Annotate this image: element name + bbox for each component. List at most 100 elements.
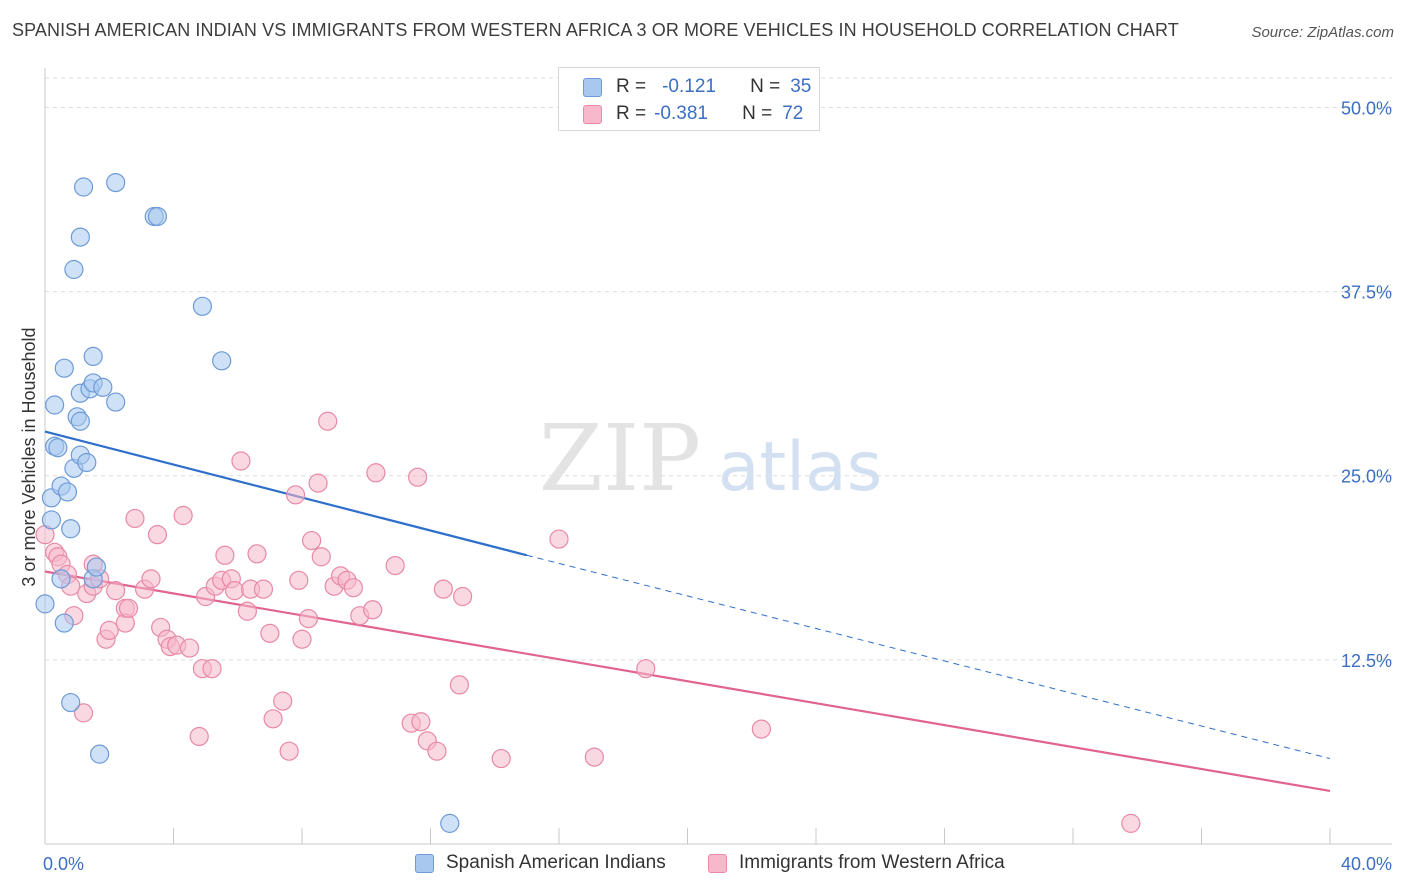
pink-point [260,623,280,643]
pink-point [279,741,299,761]
legend-swatch-blue [415,853,434,873]
blue-point [77,452,97,473]
blue-point [61,519,81,539]
pink-point [491,748,511,769]
pink-point [215,545,235,565]
pink-point [366,463,386,483]
watermark-atlas: atlas [718,428,882,507]
n-value: 72 [782,103,804,124]
pink-point [189,726,209,747]
y-axis-label: 3 or more Vehicles in Household [19,327,39,586]
pink-point [343,578,363,598]
watermark: ZIP atlas [539,405,882,512]
pink-point [311,547,331,567]
blue-point [440,813,460,833]
pink-point [73,703,94,723]
legend-item-spanish-american-indians[interactable]: Spanish American Indians [415,852,666,874]
r-label: R = [616,76,647,97]
tick-labels: 12.5% 25.0% 37.5% 50.0% 0.0% 40.0% [43,98,1392,874]
blue-point [48,438,68,458]
stats-row-pink: R = -0.381 N = 72 [583,101,803,127]
pink-point [298,609,319,629]
blue-point [90,744,110,764]
pink-point [224,581,245,601]
legend-item-immigrants-western-africa[interactable]: Immigrants from Western Africa [708,852,1005,874]
blue-point [70,411,90,431]
pink-point [449,675,470,695]
pink-point [427,741,447,761]
blue-point [54,613,74,633]
pink-point [99,620,119,641]
blue-point [51,569,71,589]
pink-point [247,544,267,564]
pink-point [179,638,200,658]
blue-point [57,482,78,502]
y-tick-label: 12.5% [1341,651,1392,671]
bottom-legend: Spanish American Indians Immigrants from… [0,852,1406,878]
pink-point [289,570,309,590]
x-tick-label: 0.0% [43,854,84,874]
blue-point [73,177,94,197]
n-value: 35 [790,76,812,97]
r-value: -0.381 [654,103,708,124]
blue-point [41,510,62,530]
pink-point [408,467,428,487]
y-tick-label: 50.0% [1341,98,1392,118]
chart-source: Source: ZipAtlas.com [1251,24,1394,41]
data-points [35,172,1141,833]
blue-point [212,351,232,371]
y-tick-label: 25.0% [1341,467,1392,487]
stats-row-blue: R = -0.121 N = 35 [583,74,811,100]
pink-point [308,473,328,493]
pink-point [106,581,126,601]
pink-point [141,569,161,589]
pink-point [292,629,312,649]
watermark-zip: ZIP [539,405,701,512]
pink-point [118,598,139,618]
pink-point [411,712,431,732]
pink-point [453,586,473,607]
blue-point [45,395,65,415]
stats-swatch-pink [583,104,602,124]
y-tick-label: 37.5% [1341,283,1392,303]
pink-point [285,485,306,505]
pink-point [433,579,453,599]
stats-legend: R = -0.121 N = 35 R = -0.381 N = 72 [558,67,820,131]
blue-point [70,227,90,247]
blue-trend-extension [526,554,1331,760]
pink-point [385,555,405,576]
x-tick-label: 40.0% [1341,854,1392,874]
pink-point [318,411,338,431]
blue-trend-line [44,430,528,557]
pink-point [173,505,193,526]
blue-point [147,206,168,227]
trend-lines [44,430,1331,793]
pink-point [751,719,771,739]
pink-point [302,530,322,551]
blue-point [86,557,107,577]
legend-label: Immigrants from Western Africa [739,852,1005,873]
chart-title: SPANISH AMERICAN INDIAN VS IMMIGRANTS FR… [12,20,1179,40]
blue-point [106,172,126,193]
pink-point [147,525,168,545]
blue-point [64,259,84,280]
n-label: N = [750,76,781,97]
legend-swatch-pink [708,853,727,873]
pink-trend-line [44,570,1331,793]
stats-swatch-blue [583,77,602,97]
pink-point [549,529,569,549]
blue-point [35,594,55,614]
pink-point [1121,813,1141,833]
blue-point [93,377,113,397]
blue-point [192,296,213,316]
r-value: -0.121 [662,76,716,97]
pink-point [231,451,251,471]
pink-point [263,709,283,729]
pink-point [273,691,293,711]
pink-point [636,659,656,679]
axes [44,68,1392,845]
pink-point [237,601,257,621]
blue-point [54,358,74,378]
legend-label: Spanish American Indians [446,852,666,873]
